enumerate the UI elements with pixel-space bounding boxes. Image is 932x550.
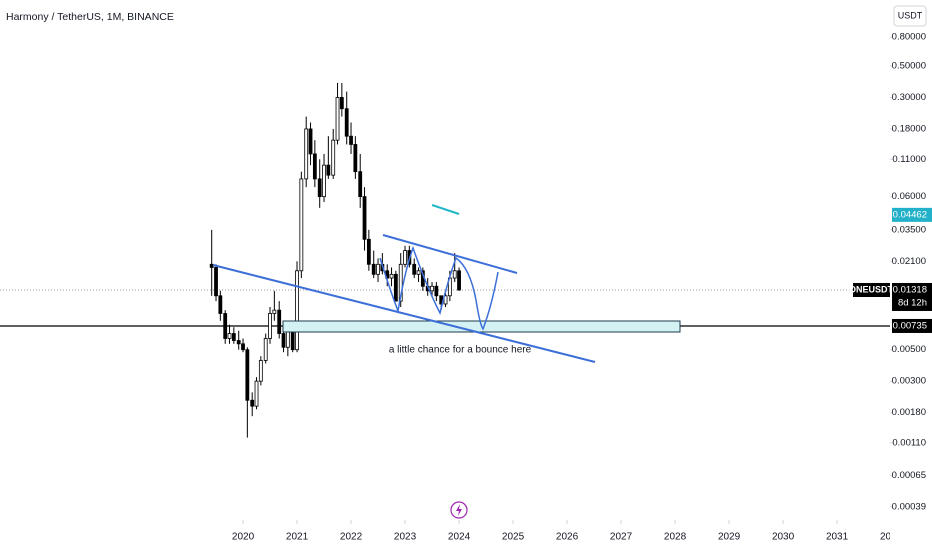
x-tick-label: 2024 — [448, 532, 471, 543]
candle-body — [272, 309, 277, 314]
price-labels: 0.04462 ONEUSDT 0.01318 8d 12h 0.00735 — [849, 207, 932, 333]
x-tick-label: 2023 — [394, 532, 417, 543]
y-tick-label: 0.50000 — [892, 61, 926, 72]
candle-body — [366, 238, 371, 265]
candle-body — [322, 164, 326, 198]
last-price-box — [892, 282, 932, 311]
candle-body — [412, 263, 417, 275]
y-tick-label: 0.00065 — [892, 470, 926, 481]
x-tick-label: 2028 — [664, 532, 687, 543]
chart-title: Harmony / TetherUS, 1M, BINANCE — [6, 11, 174, 23]
candle-body — [254, 380, 259, 407]
candle-body — [393, 273, 398, 302]
x-tick-label: 2026 — [556, 532, 579, 543]
candle-body — [285, 330, 290, 348]
candle-body — [371, 263, 376, 275]
marker-price-label: 0.04462 — [893, 209, 927, 220]
y-tick-label: 0.80000 — [892, 32, 926, 43]
candle-body — [452, 270, 457, 279]
candle-body — [268, 313, 272, 339]
y-tick-label: 0.00180 — [892, 407, 926, 418]
y-tick-label: 0.03500 — [892, 224, 926, 235]
candle-body — [434, 285, 439, 297]
level-price-box — [892, 318, 932, 333]
currency-box — [893, 5, 927, 27]
x-tick-label: 2020 — [232, 532, 255, 543]
marker-line — [431, 204, 460, 215]
symbol-label: ONEUSDT — [849, 284, 894, 294]
candle-body — [277, 309, 282, 334]
candle-body — [299, 178, 304, 272]
x-tick-label: 2031 — [826, 532, 849, 543]
y-tick-label: 0.00300 — [892, 376, 926, 387]
candle-body — [457, 270, 461, 291]
candle-body — [317, 178, 322, 198]
candle-body — [331, 139, 336, 176]
candle-body — [308, 128, 313, 155]
candle-body — [218, 295, 223, 314]
realtime-icon — [450, 501, 468, 519]
candle-body — [312, 153, 317, 180]
candle-body — [214, 267, 218, 297]
candle-body — [295, 270, 299, 351]
y-tick-label: 0.18000 — [892, 123, 926, 134]
x-tick-label: 2021 — [286, 532, 309, 543]
candle-body — [339, 97, 344, 110]
x-tick-label: 2025 — [502, 532, 525, 543]
candle-body — [258, 360, 263, 382]
y-tick-label: 0.00500 — [892, 344, 926, 355]
candle-body — [304, 128, 309, 180]
annotation: a little chance for a bounce here — [389, 345, 532, 356]
candle-body — [416, 270, 421, 275]
candle-body — [353, 144, 358, 173]
candle-body — [223, 313, 228, 339]
countdown: 8d 12h — [898, 298, 927, 309]
symbol-box — [853, 282, 890, 297]
y-axis: 0.80000 0.50000 0.30000 0.18000 0.11000 0.060… — [890, 32, 926, 512]
candle-body — [349, 135, 353, 145]
marker-price-box — [892, 207, 932, 222]
last-price-label: 0.01318 — [893, 285, 927, 296]
drawings: a little chance for a bounce here — [212, 204, 681, 363]
candle-body — [209, 263, 214, 268]
candle-body — [236, 340, 241, 345]
candle-body — [241, 343, 245, 351]
x-tick-label: 2029 — [718, 532, 741, 543]
candle-body — [326, 164, 331, 176]
candle-body — [389, 273, 394, 279]
projection-path — [379, 245, 499, 331]
x-tick-label: 2030 — [772, 532, 795, 543]
y-tick-label: 0.00110 — [892, 437, 926, 448]
candle-body — [335, 97, 340, 141]
candle-body — [362, 196, 367, 240]
y-tick-label: 0.11000 — [892, 154, 926, 165]
y-tick-label: 0.06000 — [892, 191, 926, 202]
price-axis-panel — [890, 0, 932, 550]
candle-body — [398, 263, 403, 302]
level-price-label: 0.00735 — [893, 320, 927, 331]
y-tick-label: 0.30000 — [892, 92, 926, 103]
candle-body — [263, 338, 268, 361]
icon-bolt — [456, 504, 462, 516]
x-tick-label: 2027 — [610, 532, 633, 543]
candle-body — [344, 108, 349, 137]
candle-body — [376, 263, 380, 275]
trendline — [382, 234, 518, 274]
candle-body — [403, 250, 407, 265]
y-tick-label: 0.00039 — [892, 501, 926, 512]
candle-body — [430, 285, 434, 292]
y-tick-label: 0.02100 — [892, 256, 926, 267]
candle-body — [227, 333, 232, 339]
candle-body — [245, 349, 250, 401]
candle-body — [290, 330, 295, 351]
trendline — [212, 264, 596, 363]
candle-body — [231, 333, 236, 341]
candle-body — [250, 399, 255, 407]
candle-body — [358, 171, 363, 198]
candle-body — [281, 333, 286, 348]
x-tick-label: 2022 — [340, 532, 363, 543]
currency: USDT — [898, 10, 923, 20]
